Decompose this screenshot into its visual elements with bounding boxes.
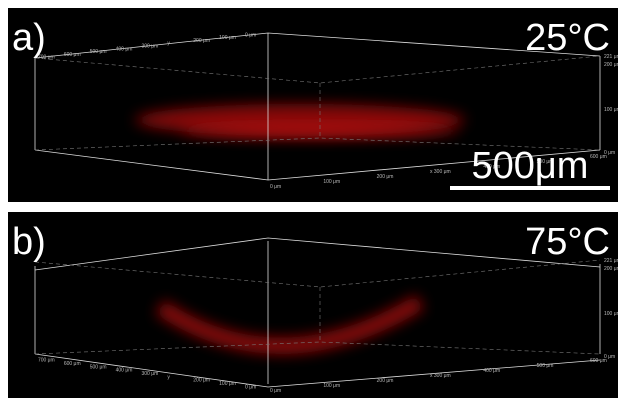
x-axis-label: 500 μm (537, 159, 554, 165)
y-axis-label: 500 μm (90, 49, 107, 55)
x-axis-label: 600 μm (590, 154, 607, 160)
red-glow (180, 124, 460, 138)
box-edge (34, 353, 601, 388)
x-axis-label: 600 μm (590, 358, 607, 364)
z-axis-label: 0 μm (604, 150, 615, 156)
y-axis-label: 700 μm (38, 358, 55, 364)
x-axis-label: 200 μm (377, 174, 394, 180)
x-axis-label: 100 μm (323, 383, 340, 389)
y-axis-label: 400 μm (116, 46, 133, 52)
y-axis-label: 600 μm (64, 52, 81, 58)
x-axis-label: 0 μm (270, 388, 281, 394)
box-edge-hidden (34, 259, 601, 355)
box-edge-hidden (34, 55, 601, 151)
y-axis-label: 700 μm (38, 55, 55, 61)
panel-label: b) (12, 221, 46, 263)
red-glow (155, 295, 425, 354)
z-axis-label: 100 μm (604, 107, 618, 113)
y-axis-label: 300 μm (142, 371, 159, 377)
y-axis-label: y (167, 41, 170, 47)
panel: 700 μm 600 μm 500 μm 400 μm 300 μm y 200 μm 100… (8, 8, 618, 202)
y-axis-label: 600 μm (64, 361, 81, 367)
scale-bar-label: 500μm (472, 145, 589, 187)
x-axis-label: x 300 μm (430, 169, 451, 175)
panel: 700 μm 600 μm 500 μm 400 μm 300 μm y 200 μm 100… (8, 212, 618, 398)
temperature: 75°C (525, 221, 610, 263)
z-axis-label: 0 μm (604, 354, 615, 360)
x-axis-label: x 300 μm (430, 373, 451, 379)
y-axis-label: 100 μm (219, 35, 236, 41)
temperature: 25°C (525, 17, 610, 59)
box-edge (34, 237, 601, 271)
y-axis-label: 300 μm (142, 44, 159, 50)
y-axis-label: 100 μm (219, 381, 236, 387)
z-axis-label: 221 μm (604, 54, 618, 60)
x-axis-label: 500 μm (537, 363, 554, 369)
z-axis-label: 221 μm (604, 258, 618, 264)
y-axis-label: 200 μm (193, 378, 210, 384)
x-axis-label: 0 μm (270, 184, 281, 190)
x-axis-label: 200 μm (377, 378, 394, 384)
y-axis-label: 0 μm (245, 32, 256, 38)
x-axis-label: 400 μm (483, 164, 500, 170)
y-axis-label: 0 μm (245, 384, 256, 390)
z-axis-label: 200 μm (604, 62, 618, 68)
y-axis-label: 500 μm (90, 364, 107, 370)
z-axis-label: 200 μm (604, 266, 618, 272)
z-axis-label: 100 μm (604, 311, 618, 317)
y-axis-label: y (167, 374, 170, 380)
y-axis-label: 400 μm (116, 368, 133, 374)
x-axis-label: 400 μm (483, 368, 500, 374)
y-axis-label: 200 μm (193, 38, 210, 44)
panel-label: a) (12, 17, 46, 59)
x-axis-label: 100 μm (323, 179, 340, 185)
